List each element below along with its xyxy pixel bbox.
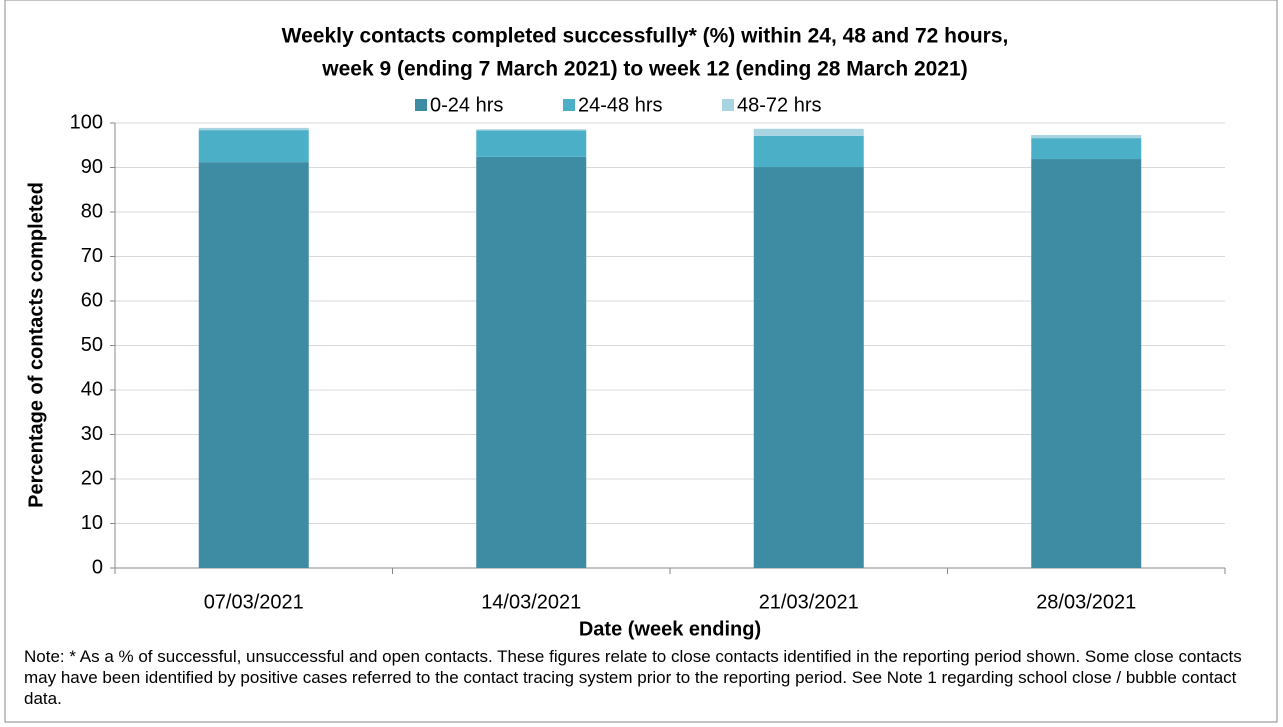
y-tick-label: 80 (81, 200, 103, 222)
y-axis-label: Percentage of contacts completed (25, 182, 47, 508)
bar-segment (198, 127, 309, 131)
x-tick-label: 28/03/2021 (1036, 591, 1136, 613)
legend-swatch (415, 99, 427, 111)
bar-segment (1031, 135, 1142, 139)
bar-segment (198, 162, 309, 568)
y-tick-label: 10 (81, 512, 103, 534)
bar-segment (476, 130, 587, 157)
y-tick-label: 50 (81, 334, 103, 356)
frame (4, 0, 1278, 723)
legend-label: 24-48 hrs (578, 94, 663, 116)
chart-title: Weekly contacts completed successfully* … (282, 25, 1009, 48)
legend-label: 0-24 hrs (430, 94, 503, 116)
x-axis-label: Date (week ending) (579, 618, 761, 640)
y-tick-label: 90 (81, 156, 103, 178)
x-tick-label: 14/03/2021 (481, 591, 581, 613)
bar-segment (476, 129, 587, 131)
legend-swatch (563, 99, 575, 111)
y-tick-label: 20 (81, 467, 103, 489)
y-tick-label: 70 (81, 245, 103, 267)
bar-segment (476, 156, 587, 568)
note: Note: * As a % of successful, unsuccessf… (24, 647, 1242, 708)
y-tick-label: 40 (81, 378, 103, 400)
y-tick-label: 0 (92, 556, 103, 578)
x-tick-label: 07/03/2021 (204, 591, 304, 613)
x-tick-label: 21/03/2021 (759, 591, 859, 613)
y-tick-label: 30 (81, 423, 103, 445)
bar-segment (753, 167, 864, 568)
bar-segment (753, 128, 864, 136)
bar-segment (753, 135, 864, 168)
legend-label: 48-72 hrs (737, 94, 822, 116)
y-tick-label: 60 (81, 289, 103, 311)
chart-title: week 9 (ending 7 March 2021) to week 12 … (321, 58, 967, 81)
bar-segment (1031, 159, 1142, 569)
y-tick-label: 100 (70, 111, 103, 133)
legend-swatch (722, 99, 734, 111)
bar-segment (1031, 138, 1142, 160)
bar-segment (198, 130, 309, 163)
